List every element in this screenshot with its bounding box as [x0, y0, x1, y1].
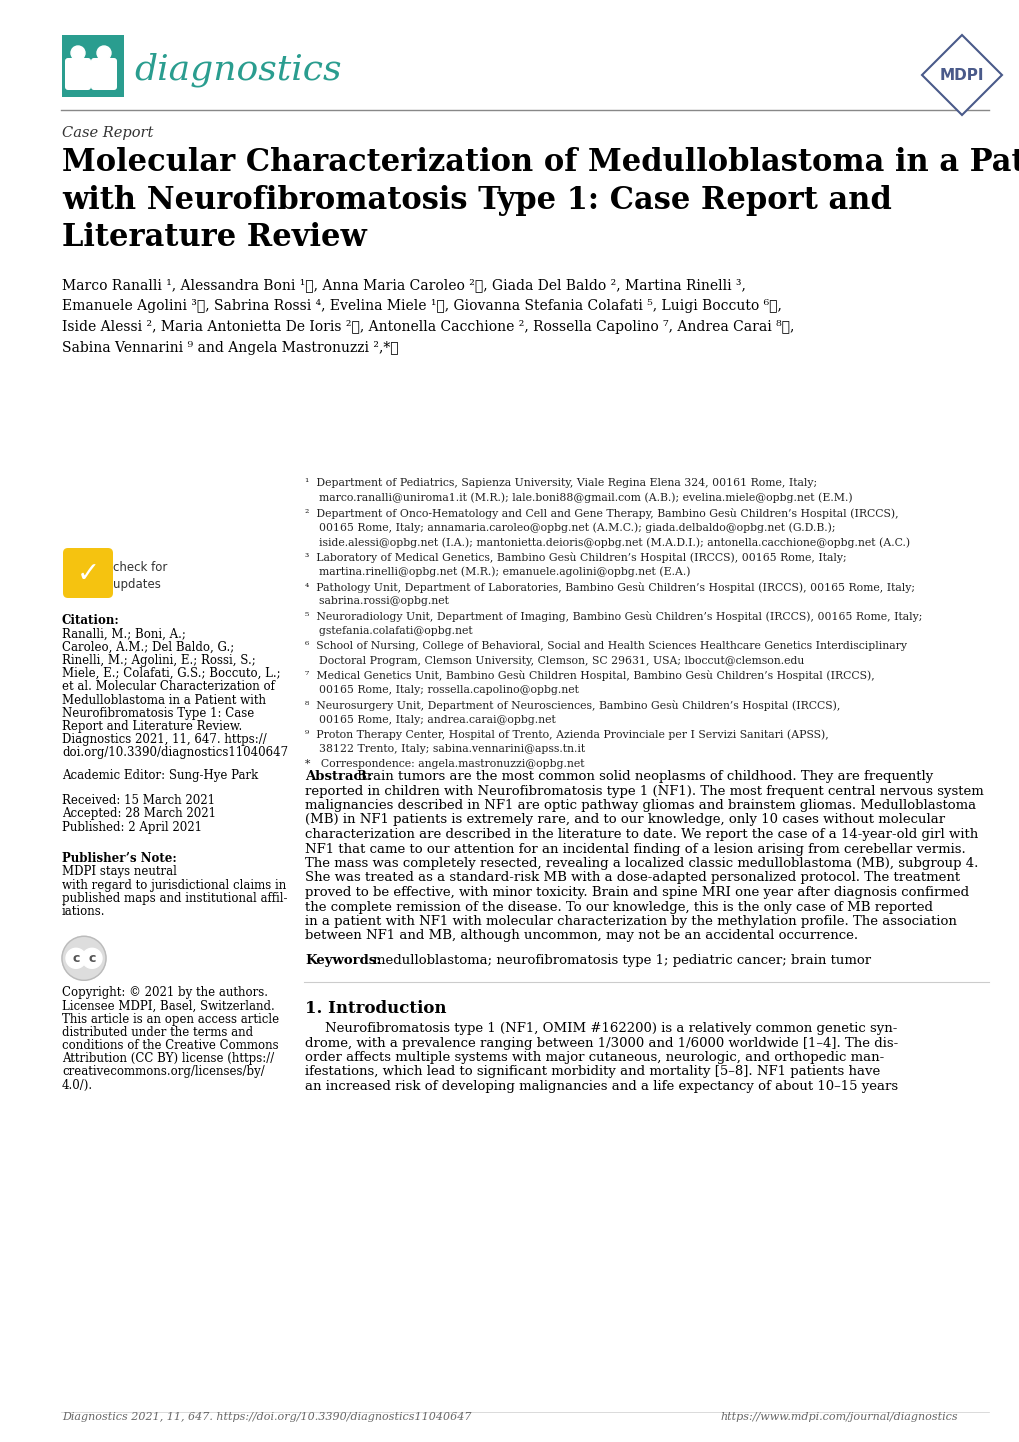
Text: with regard to jurisdictional claims in: with regard to jurisdictional claims in — [62, 878, 286, 891]
Text: Diagnostics 2021, 11, 647. https://doi.org/10.3390/diagnostics11040647: Diagnostics 2021, 11, 647. https://doi.o… — [62, 1412, 471, 1422]
Text: Brain tumors are the most common solid neoplasms of childhood. They are frequent: Brain tumors are the most common solid n… — [357, 770, 932, 783]
Text: martina.rinelli@opbg.net (M.R.); emanuele.agolini@opbg.net (E.A.): martina.rinelli@opbg.net (M.R.); emanuel… — [305, 567, 690, 577]
Text: 38122 Trento, Italy; sabina.vennarini@apss.tn.it: 38122 Trento, Italy; sabina.vennarini@ap… — [305, 744, 585, 754]
Text: published maps and institutional affil-: published maps and institutional affil- — [62, 893, 287, 906]
Circle shape — [66, 949, 86, 968]
Text: 1. Introduction: 1. Introduction — [305, 999, 446, 1017]
Text: doi.org/10.3390/diagnostics11040647: doi.org/10.3390/diagnostics11040647 — [62, 747, 287, 760]
Text: ⁴  Pathology Unit, Department of Laboratories, Bambino Gesù Children’s Hospital : ⁴ Pathology Unit, Department of Laborato… — [305, 581, 914, 593]
FancyBboxPatch shape — [91, 58, 117, 89]
Text: Academic Editor: Sung-Hye Park: Academic Editor: Sung-Hye Park — [62, 770, 258, 783]
Text: drome, with a prevalence ranging between 1/3000 and 1/6000 worldwide [1–4]. The : drome, with a prevalence ranging between… — [305, 1037, 898, 1050]
Text: ⁸  Neurosurgery Unit, Department of Neurosciences, Bambino Gesù Children’s Hospi: ⁸ Neurosurgery Unit, Department of Neuro… — [305, 699, 840, 711]
Text: Marco Ranalli ¹, Alessandra Boni ¹ⓘ, Anna Maria Caroleo ²ⓘ, Giada Del Baldo ², M: Marco Ranalli ¹, Alessandra Boni ¹ⓘ, Ann… — [62, 278, 745, 291]
Text: conditions of the Creative Commons: conditions of the Creative Commons — [62, 1040, 278, 1053]
Text: 00165 Rome, Italy; andrea.carai@opbg.net: 00165 Rome, Italy; andrea.carai@opbg.net — [305, 715, 555, 725]
Text: c: c — [89, 952, 96, 965]
Text: Diagnostics 2021, 11, 647. https://: Diagnostics 2021, 11, 647. https:// — [62, 733, 267, 746]
Text: 00165 Rome, Italy; annamaria.caroleo@opbg.net (A.M.C.); giada.delbaldo@opbg.net : 00165 Rome, Italy; annamaria.caroleo@opb… — [305, 522, 835, 534]
Text: https://www.mdpi.com/journal/diagnostics: https://www.mdpi.com/journal/diagnostics — [719, 1412, 957, 1422]
Text: diagnostics: diagnostics — [133, 53, 341, 88]
Text: malignancies described in NF1 are optic pathway gliomas and brainstem gliomas. M: malignancies described in NF1 are optic … — [305, 799, 975, 812]
Text: Neurofibromatosis type 1 (NF1, OMIM #162200) is a relatively common genetic syn-: Neurofibromatosis type 1 (NF1, OMIM #162… — [325, 1022, 897, 1035]
FancyBboxPatch shape — [62, 35, 124, 97]
Text: NF1 that came to our attention for an incidental finding of a lesion arising fro: NF1 that came to our attention for an in… — [305, 842, 965, 855]
Text: Iside Alessi ², Maria Antonietta De Ioris ²ⓘ, Antonella Cacchione ², Rossella Ca: Iside Alessi ², Maria Antonietta De Iori… — [62, 320, 794, 335]
Text: et al. Molecular Characterization of: et al. Molecular Characterization of — [62, 681, 274, 694]
Text: check for
updates: check for updates — [113, 561, 167, 591]
Text: proved to be effective, with minor toxicity. Brain and spine MRI one year after : proved to be effective, with minor toxic… — [305, 885, 968, 898]
Text: ¹  Department of Pediatrics, Sapienza University, Viale Regina Elena 324, 00161 : ¹ Department of Pediatrics, Sapienza Uni… — [305, 477, 816, 487]
Text: Report and Literature Review.: Report and Literature Review. — [62, 720, 243, 733]
Text: c: c — [72, 952, 79, 965]
Text: iations.: iations. — [62, 906, 105, 919]
Text: Molecular Characterization of Medulloblastoma in a Patient
with Neurofibromatosi: Molecular Characterization of Medullobla… — [62, 147, 1019, 254]
Text: Attribution (CC BY) license (https://: Attribution (CC BY) license (https:// — [62, 1053, 274, 1066]
Text: Case Report: Case Report — [62, 125, 153, 140]
Text: (MB) in NF1 patients is extremely rare, and to our knowledge, only 10 cases with: (MB) in NF1 patients is extremely rare, … — [305, 813, 945, 826]
Text: ⁶  School of Nursing, College of Behavioral, Social and Health Sciences Healthca: ⁶ School of Nursing, College of Behavior… — [305, 640, 906, 650]
Text: Emanuele Agolini ³ⓘ, Sabrina Rossi ⁴, Evelina Miele ¹ⓘ, Giovanna Stefania Colafa: Emanuele Agolini ³ⓘ, Sabrina Rossi ⁴, Ev… — [62, 298, 782, 313]
Text: order affects multiple systems with major cutaneous, neurologic, and orthopedic : order affects multiple systems with majo… — [305, 1051, 883, 1064]
Text: She was treated as a standard-risk MB with a dose-adapted personalized protocol.: She was treated as a standard-risk MB wi… — [305, 871, 959, 884]
Text: Received: 15 March 2021: Received: 15 March 2021 — [62, 793, 215, 806]
Text: Sabina Vennarini ⁹ and Angela Mastronuzzi ²,*ⓘ: Sabina Vennarini ⁹ and Angela Mastronuzz… — [62, 340, 398, 355]
FancyBboxPatch shape — [65, 58, 91, 89]
Text: Medulloblastoma in a Patient with: Medulloblastoma in a Patient with — [62, 694, 266, 707]
Text: characterization are described in the literature to date. We report the case of : characterization are described in the li… — [305, 828, 977, 841]
Text: in a patient with NF1 with molecular characterization by the methylation profile: in a patient with NF1 with molecular cha… — [305, 916, 956, 929]
Text: an increased risk of developing malignancies and a life expectancy of about 10–1: an increased risk of developing malignan… — [305, 1080, 898, 1093]
Text: Published: 2 April 2021: Published: 2 April 2021 — [62, 820, 202, 833]
Circle shape — [62, 936, 106, 981]
Text: MDPI: MDPI — [938, 68, 983, 82]
Text: Miele, E.; Colafati, G.S.; Boccuto, L.;: Miele, E.; Colafati, G.S.; Boccuto, L.; — [62, 668, 280, 681]
Text: MDPI stays neutral: MDPI stays neutral — [62, 865, 176, 878]
Text: iside.alessi@opbg.net (I.A.); mantonietta.deioris@opbg.net (M.A.D.I.); antonella: iside.alessi@opbg.net (I.A.); mantoniett… — [305, 538, 909, 548]
Text: the complete remission of the disease. To our knowledge, this is the only case o: the complete remission of the disease. T… — [305, 900, 932, 913]
Circle shape — [97, 46, 111, 61]
Text: between NF1 and MB, although uncommon, may not be an accidental occurrence.: between NF1 and MB, although uncommon, m… — [305, 930, 857, 943]
Text: Keywords:: Keywords: — [305, 955, 381, 968]
Text: Copyright: © 2021 by the authors.: Copyright: © 2021 by the authors. — [62, 986, 268, 999]
Text: Doctoral Program, Clemson University, Clemson, SC 29631, USA; lboccut@clemson.ed: Doctoral Program, Clemson University, Cl… — [305, 656, 804, 666]
Text: Accepted: 28 March 2021: Accepted: 28 March 2021 — [62, 808, 216, 820]
Text: Caroleo, A.M.; Del Baldo, G.;: Caroleo, A.M.; Del Baldo, G.; — [62, 640, 234, 653]
Text: gstefania.colafati@opbg.net: gstefania.colafati@opbg.net — [305, 626, 472, 636]
Text: distributed under the terms and: distributed under the terms and — [62, 1025, 253, 1038]
Text: sabrina.rossi@opbg.net: sabrina.rossi@opbg.net — [305, 597, 448, 607]
Text: Neurofibromatosis Type 1: Case: Neurofibromatosis Type 1: Case — [62, 707, 254, 720]
Text: 4.0/).: 4.0/). — [62, 1079, 93, 1092]
Polygon shape — [921, 35, 1001, 115]
Text: This article is an open access article: This article is an open access article — [62, 1012, 279, 1025]
Text: Ranalli, M.; Boni, A.;: Ranalli, M.; Boni, A.; — [62, 627, 185, 640]
Text: marco.ranalli@uniroma1.it (M.R.); lale.boni88@gmail.com (A.B.); evelina.miele@op: marco.ranalli@uniroma1.it (M.R.); lale.b… — [305, 493, 852, 503]
Circle shape — [82, 949, 102, 968]
Text: Citation:: Citation: — [62, 614, 119, 627]
Text: medulloblastoma; neurofibromatosis type 1; pediatric cancer; brain tumor: medulloblastoma; neurofibromatosis type … — [373, 955, 870, 968]
Text: ✓: ✓ — [76, 559, 100, 588]
Text: reported in children with Neurofibromatosis type 1 (NF1). The most frequent cent: reported in children with Neurofibromato… — [305, 784, 982, 797]
Text: 00165 Rome, Italy; rossella.capolino@opbg.net: 00165 Rome, Italy; rossella.capolino@opb… — [305, 685, 579, 695]
Text: ⁹  Proton Therapy Center, Hospital of Trento, Azienda Provinciale per I Servizi : ⁹ Proton Therapy Center, Hospital of Tre… — [305, 730, 828, 740]
Text: *   Correspondence: angela.mastronuzzi@opbg.net: * Correspondence: angela.mastronuzzi@opb… — [305, 758, 584, 769]
Text: ⁷  Medical Genetics Unit, Bambino Gesù Children Hospital, Bambino Gesù Children’: ⁷ Medical Genetics Unit, Bambino Gesù Ch… — [305, 671, 874, 682]
Text: Licensee MDPI, Basel, Switzerland.: Licensee MDPI, Basel, Switzerland. — [62, 999, 274, 1012]
Text: Abstract:: Abstract: — [305, 770, 372, 783]
FancyBboxPatch shape — [63, 548, 113, 598]
Text: Rinelli, M.; Agolini, E.; Rossi, S.;: Rinelli, M.; Agolini, E.; Rossi, S.; — [62, 653, 256, 666]
Text: Publisher’s Note:: Publisher’s Note: — [62, 852, 176, 865]
Text: ifestations, which lead to significant morbidity and mortality [5–8]. NF1 patien: ifestations, which lead to significant m… — [305, 1066, 879, 1079]
Circle shape — [71, 46, 85, 61]
Text: ²  Department of Onco-Hematology and Cell and Gene Therapy, Bambino Gesù Childre: ² Department of Onco-Hematology and Cell… — [305, 508, 898, 519]
Text: ⁵  Neuroradiology Unit, Department of Imaging, Bambino Gesù Children’s Hospital : ⁵ Neuroradiology Unit, Department of Ima… — [305, 611, 921, 622]
Text: The mass was completely resected, revealing a localized classic medulloblastoma : The mass was completely resected, reveal… — [305, 857, 977, 870]
Text: ³  Laboratory of Medical Genetics, Bambino Gesù Children’s Hospital (IRCCS), 001: ³ Laboratory of Medical Genetics, Bambin… — [305, 552, 846, 562]
Text: creativecommons.org/licenses/by/: creativecommons.org/licenses/by/ — [62, 1066, 265, 1079]
